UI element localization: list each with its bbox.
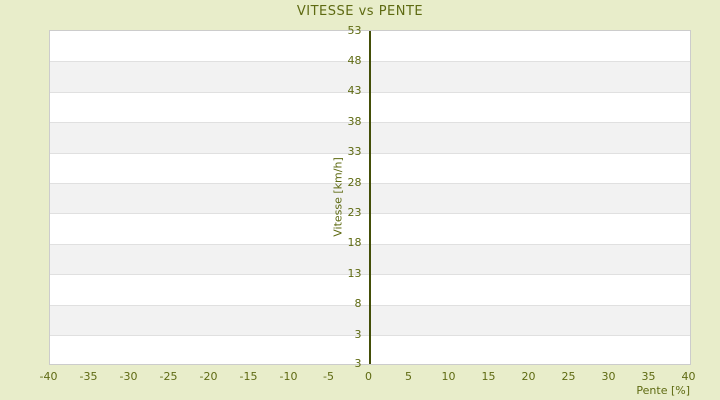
- y-tick-label: 8: [354, 297, 362, 311]
- x-tick-label: 40: [681, 370, 696, 383]
- x-tick-label: -35: [79, 370, 98, 383]
- y-tick-label: 18: [347, 236, 362, 250]
- x-tick-label: -10: [279, 370, 298, 383]
- y-tick-label: 38: [347, 114, 362, 128]
- y-tick-label: 43: [347, 84, 362, 98]
- x-tick-label: -5: [323, 370, 334, 383]
- x-axis-title: Pente [%]: [636, 384, 690, 397]
- x-tick-label: 25: [561, 370, 576, 383]
- y-tick-label: 33: [347, 145, 362, 159]
- y-tick-label-bottom: 3: [354, 356, 362, 370]
- plot-area: [49, 30, 691, 365]
- x-tick-label: -40: [39, 370, 58, 383]
- x-tick-label: 5: [405, 370, 412, 383]
- x-tick-label: 10: [441, 370, 456, 383]
- x-tick-label: -15: [239, 370, 258, 383]
- y-tick-label: 48: [347, 53, 362, 67]
- x-tick-label: 35: [641, 370, 656, 383]
- zero-axis-line: [368, 31, 371, 364]
- gridline: [50, 364, 690, 365]
- x-tick-label: 0: [365, 370, 372, 383]
- x-tick-label: 15: [481, 370, 496, 383]
- x-tick-label: -20: [199, 370, 218, 383]
- y-axis-title: Vitesse [km/h]: [331, 157, 345, 237]
- x-tick-label: 20: [521, 370, 536, 383]
- y-tick-label: 53: [347, 23, 362, 37]
- y-tick-label: 13: [347, 266, 362, 280]
- x-tick-label: -25: [159, 370, 178, 383]
- x-tick-label: -30: [119, 370, 138, 383]
- y-tick-label: 23: [347, 205, 362, 219]
- y-tick-label: 28: [347, 175, 362, 189]
- x-tick-label: 30: [601, 370, 616, 383]
- y-tick-label: 3: [354, 327, 362, 341]
- chart-title: VITESSE vs PENTE: [296, 4, 424, 19]
